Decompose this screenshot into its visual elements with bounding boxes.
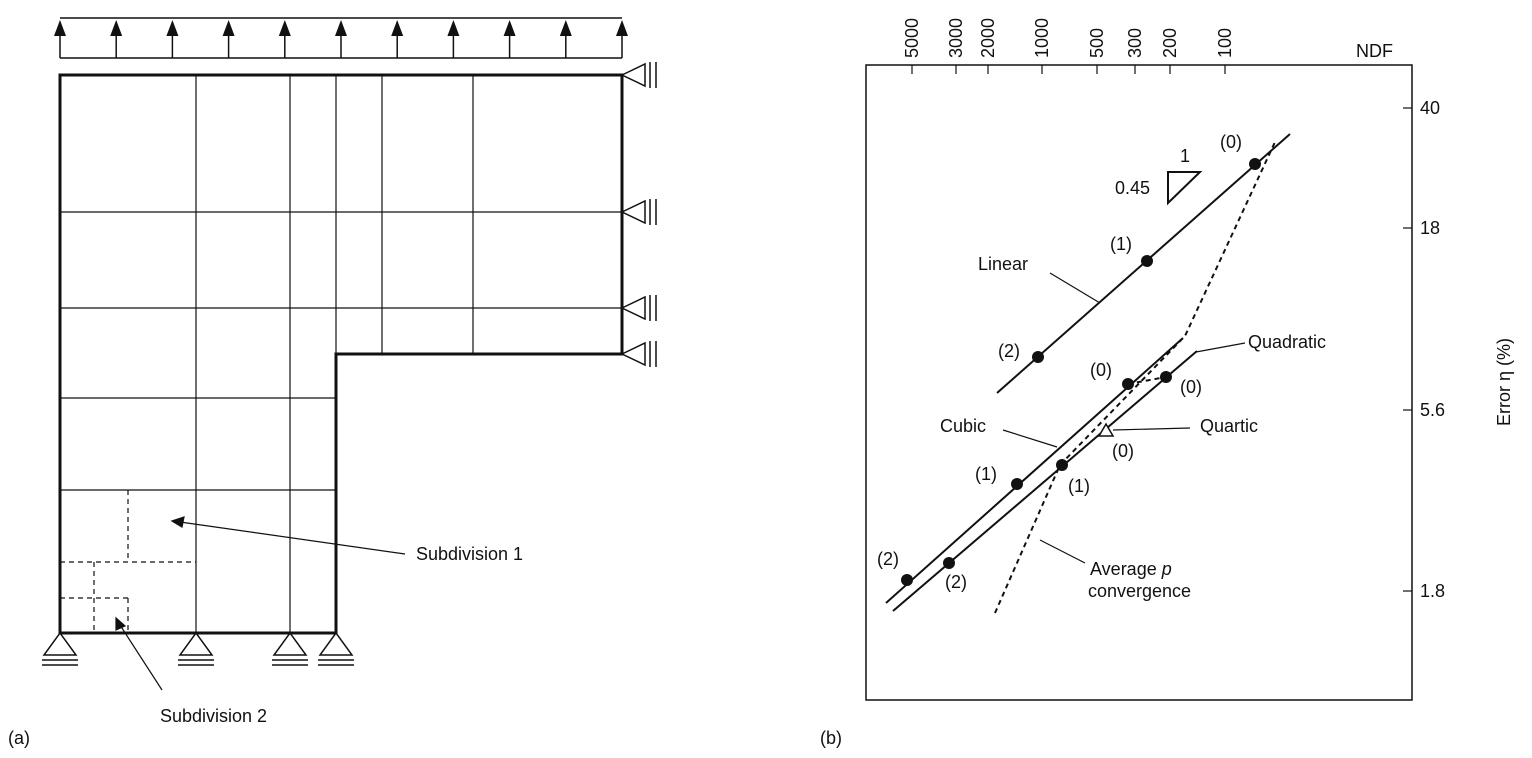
cubic-point-1 <box>1011 478 1023 490</box>
panel-a: Subdivision 1 Subdivision 2 (a) <box>8 17 657 748</box>
load-arrows <box>54 20 628 58</box>
cubic-p2-label: (2) <box>877 549 899 569</box>
error-tick-label: 5.6 <box>1420 400 1445 420</box>
plot-frame <box>865 64 1413 701</box>
point-labels: (0) (1) (2) (0) (0) (0) (1) (1) (2) (2) <box>877 132 1242 592</box>
ndf-tick-label: 100 <box>1215 28 1235 58</box>
cubic-point-0 <box>1122 378 1134 390</box>
average-label: Average p <box>1090 559 1172 579</box>
data-points <box>901 158 1261 586</box>
quadratic-point-0 <box>1160 371 1172 383</box>
average-leader <box>1039 539 1086 564</box>
load-arrow-icon <box>391 20 404 58</box>
slope-run-label: 0.45 <box>1115 178 1150 198</box>
dashed-connector <box>1127 376 1167 385</box>
domain-boundary <box>58 73 624 635</box>
subdivision-lines <box>60 490 196 633</box>
linear-p1-label: (1) <box>1110 234 1132 254</box>
roller-support-icon <box>318 631 354 666</box>
quadratic-quartic-line <box>892 350 1198 612</box>
cubic-p1-label: (1) <box>975 464 997 484</box>
cubic-point-2 <box>901 574 913 586</box>
slope-rise-label: 1 <box>1180 146 1190 166</box>
slope-triangle <box>1167 171 1203 206</box>
distributed-load <box>54 17 628 59</box>
roller-support-icon <box>620 295 657 321</box>
load-arrow-icon <box>222 20 235 58</box>
average-label-p: p <box>1161 559 1172 579</box>
convergence-label: convergence <box>1088 581 1191 601</box>
linear-p2-label: (2) <box>998 341 1020 361</box>
cubic-leader <box>1002 429 1058 448</box>
error-tick-labels: 40 18 5.6 1.8 <box>1420 98 1445 601</box>
error-ticks <box>1403 107 1412 592</box>
load-arrow-icon <box>559 20 572 58</box>
ndf-tick-label: 3000 <box>946 18 966 58</box>
error-axis-label: Error η (%) <box>1494 338 1514 426</box>
ndf-ticks <box>911 65 1226 74</box>
quartic-point-0-triangle <box>1097 422 1115 437</box>
roller-support-icon <box>620 199 657 225</box>
ndf-tick-label: 2000 <box>978 18 998 58</box>
error-tick-label: 1.8 <box>1420 581 1445 601</box>
error-tick-label: 40 <box>1420 98 1440 118</box>
quadratic-p0-label: (0) <box>1180 377 1202 397</box>
subdivision-1-label: Subdivision 1 <box>416 544 523 564</box>
quartic-point-2 <box>943 557 955 569</box>
linear-label: Linear <box>978 254 1028 274</box>
quartic-leader <box>1112 427 1191 431</box>
ndf-tick-labels: 5000 3000 2000 1000 500 300 200 100 <box>902 18 1235 58</box>
quadratic-leader <box>1195 342 1246 353</box>
ndf-tick-label: 1000 <box>1032 18 1052 58</box>
linear-point-2 <box>1032 351 1044 363</box>
load-arrow-icon <box>166 20 179 58</box>
panel-b-label: (b) <box>820 728 842 748</box>
ndf-tick-label: 500 <box>1087 28 1107 58</box>
average-p-convergence-line <box>994 141 1276 614</box>
roller-support-icon <box>620 62 657 88</box>
load-arrow-icon <box>110 20 123 58</box>
mesh-lines <box>60 75 622 633</box>
load-arrow-icon <box>447 20 460 58</box>
roller-support-icon <box>178 631 214 666</box>
quartic-label: Quartic <box>1200 416 1258 436</box>
right-supports <box>620 62 657 367</box>
load-arrow-icon <box>503 20 516 58</box>
quartic-p1-label: (1) <box>1068 476 1090 496</box>
cubic-p0-label: (0) <box>1090 360 1112 380</box>
quartic-p2-label: (2) <box>945 572 967 592</box>
bottom-supports <box>42 631 354 666</box>
quartic-point-1 <box>1056 459 1068 471</box>
subdivision-leaders <box>115 516 406 691</box>
load-arrow-icon <box>278 20 291 58</box>
linear-p0-label: (0) <box>1220 132 1242 152</box>
linear-point-0 <box>1249 158 1261 170</box>
roller-support-icon <box>620 341 657 367</box>
linear-point-1 <box>1141 255 1153 267</box>
load-arrow-icon <box>616 20 628 58</box>
cubic-label: Cubic <box>940 416 986 436</box>
load-arrow-icon <box>335 20 347 58</box>
ndf-tick-label: 200 <box>1160 28 1180 58</box>
load-arrow-icon <box>54 20 66 58</box>
ndf-tick-label: 300 <box>1125 28 1145 58</box>
quadratic-label: Quadratic <box>1248 332 1326 352</box>
panel-b: 5000 3000 2000 1000 500 300 200 100 NDF 40 18 5.6… <box>820 18 1514 748</box>
ndf-tick-label: 5000 <box>902 18 922 58</box>
ndf-axis-label: NDF <box>1356 41 1393 61</box>
subdivision-2-label: Subdivision 2 <box>160 706 267 726</box>
roller-support-icon <box>272 631 308 666</box>
roller-support-icon <box>42 631 78 666</box>
panel-a-label: (a) <box>8 728 30 748</box>
quartic-p0-label: (0) <box>1112 441 1134 461</box>
linear-leader <box>1049 272 1101 304</box>
average-label-text: Average <box>1090 559 1162 579</box>
error-tick-label: 18 <box>1420 218 1440 238</box>
